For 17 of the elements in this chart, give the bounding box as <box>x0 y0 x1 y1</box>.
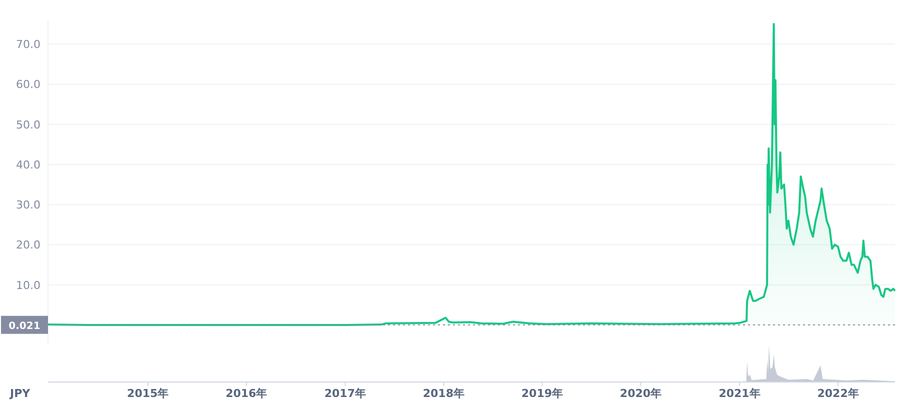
x-tick-label: 2020年 <box>620 387 662 400</box>
y-tick-label: 60.0 <box>16 78 40 92</box>
x-tick-label: 2018年 <box>422 387 465 400</box>
x-tick-label: 2019年 <box>521 387 564 400</box>
x-tick-label: 2021年 <box>718 387 760 400</box>
y-tick-label: 20.0 <box>16 238 40 252</box>
x-tick-label: 2016年 <box>226 387 268 400</box>
y-tick-label: 10.0 <box>16 278 40 292</box>
x-tick-label: 2015年 <box>127 387 169 400</box>
x-tick-label: 2022年 <box>817 387 859 400</box>
y-tick-label: 40.0 <box>16 158 40 172</box>
y-tick-label: 30.0 <box>16 198 40 212</box>
x-tick-label: 2017年 <box>324 387 366 400</box>
y-axis-title: JPY <box>9 387 32 400</box>
y-tick-label: 50.0 <box>16 118 40 132</box>
ref-line-label: 0.021 <box>8 320 40 332</box>
y-tick-label: 70.0 <box>16 38 40 52</box>
